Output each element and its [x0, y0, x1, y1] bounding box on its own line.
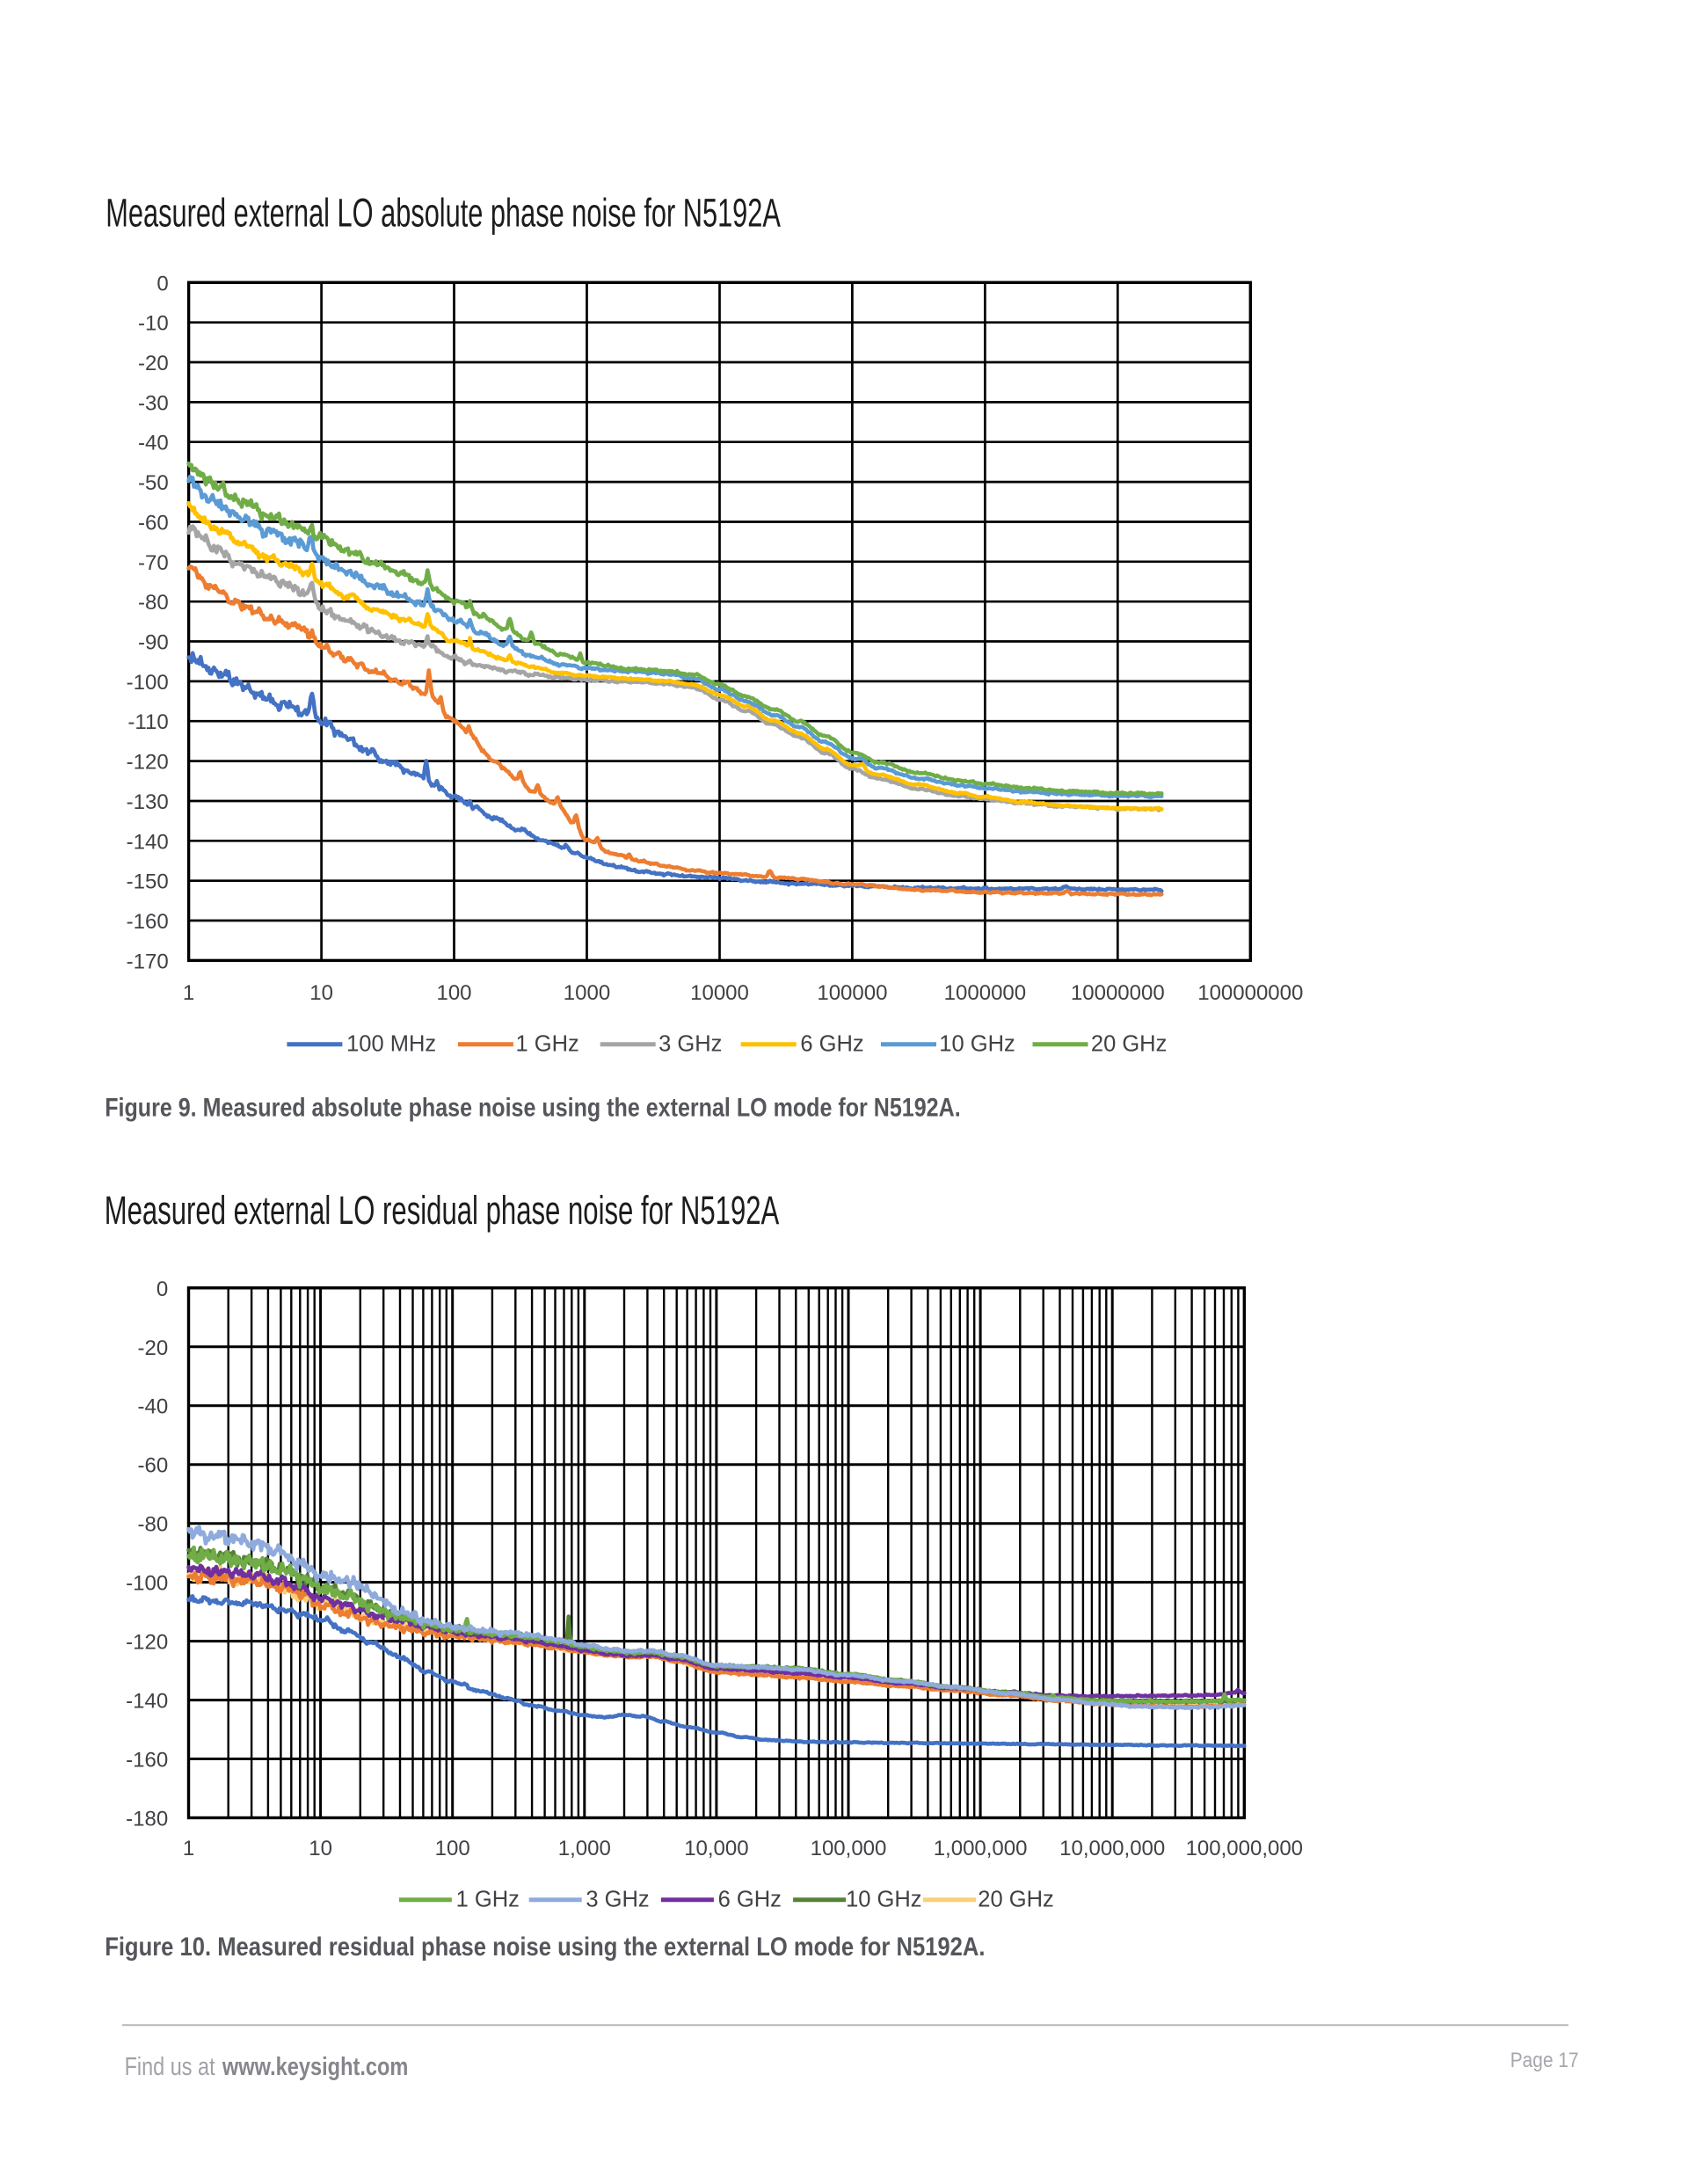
- svg-text:Find us at: Find us at: [125, 2053, 215, 2081]
- svg-text:Measured external LO absolute: Measured external LO absolute phase nois…: [106, 190, 781, 235]
- svg-text:3 GHz: 3 GHz: [658, 1032, 722, 1057]
- svg-text:-20: -20: [138, 1336, 169, 1360]
- svg-text:-120: -120: [126, 1631, 168, 1655]
- svg-text:10000: 10000: [690, 981, 749, 1005]
- svg-text:6 GHz: 6 GHz: [800, 1032, 863, 1057]
- svg-text:Measured external LO residual: Measured external LO residual phase nois…: [105, 1188, 780, 1233]
- svg-text:-80: -80: [138, 1513, 169, 1537]
- svg-text:www.keysight.com: www.keysight.com: [222, 2053, 408, 2081]
- svg-text:1: 1: [183, 981, 194, 1005]
- svg-text:100,000,000: 100,000,000: [1186, 1837, 1303, 1860]
- svg-text:-160: -160: [126, 1749, 168, 1773]
- svg-text:-40: -40: [138, 432, 169, 455]
- svg-text:100: 100: [435, 1837, 470, 1860]
- svg-text:10 GHz: 10 GHz: [846, 1888, 921, 1912]
- svg-text:1000: 1000: [564, 981, 610, 1005]
- svg-text:10: 10: [309, 981, 333, 1005]
- svg-text:-60: -60: [138, 1454, 169, 1478]
- svg-text:1,000,000: 1,000,000: [934, 1837, 1028, 1860]
- svg-text:-30: -30: [138, 391, 169, 415]
- svg-text:10 GHz: 10 GHz: [939, 1032, 1015, 1057]
- svg-text:1 GHz: 1 GHz: [456, 1888, 520, 1912]
- svg-text:-70: -70: [138, 551, 169, 575]
- svg-text:-100: -100: [127, 671, 169, 695]
- svg-text:-170: -170: [127, 950, 169, 973]
- svg-text:-90: -90: [138, 631, 169, 655]
- svg-text:1: 1: [183, 1837, 194, 1860]
- svg-text:100 MHz: 100 MHz: [346, 1032, 436, 1057]
- svg-text:Figure 10. Measured residual p: Figure 10. Measured residual phase noise…: [105, 1933, 985, 1962]
- svg-text:-80: -80: [138, 591, 169, 615]
- svg-text:3 GHz: 3 GHz: [586, 1888, 649, 1912]
- svg-text:20 GHz: 20 GHz: [978, 1888, 1053, 1912]
- svg-text:100000: 100000: [817, 981, 887, 1005]
- svg-text:1,000: 1,000: [558, 1837, 611, 1860]
- svg-text:10,000,000: 10,000,000: [1059, 1837, 1165, 1860]
- svg-text:-180: -180: [126, 1808, 168, 1831]
- svg-text:-140: -140: [127, 830, 169, 854]
- svg-text:-160: -160: [127, 910, 169, 934]
- svg-text:-20: -20: [138, 352, 169, 375]
- svg-text:1000000: 1000000: [944, 981, 1026, 1005]
- svg-text:10,000: 10,000: [684, 1837, 748, 1860]
- svg-text:0: 0: [156, 1278, 168, 1301]
- svg-text:-40: -40: [138, 1395, 169, 1419]
- svg-text:10000000: 10000000: [1071, 981, 1165, 1005]
- svg-text:1 GHz: 1 GHz: [516, 1032, 579, 1057]
- svg-text:100000000: 100000000: [1197, 981, 1303, 1005]
- svg-text:-120: -120: [127, 751, 169, 775]
- svg-text:10: 10: [309, 1837, 332, 1860]
- svg-text:-100: -100: [126, 1572, 168, 1596]
- svg-text:-50: -50: [138, 471, 169, 495]
- svg-text:-150: -150: [127, 870, 169, 894]
- svg-text:-130: -130: [127, 790, 169, 814]
- svg-text:100,000: 100,000: [811, 1837, 887, 1860]
- svg-text:0: 0: [156, 272, 168, 295]
- svg-text:Page 17: Page 17: [1510, 2049, 1579, 2072]
- svg-text:-10: -10: [138, 312, 169, 336]
- svg-text:-60: -60: [138, 512, 169, 535]
- svg-text:6 GHz: 6 GHz: [718, 1888, 782, 1912]
- svg-text:-110: -110: [127, 710, 168, 734]
- svg-text:20 GHz: 20 GHz: [1091, 1032, 1167, 1057]
- svg-text:100: 100: [436, 981, 471, 1005]
- svg-text:-140: -140: [126, 1690, 168, 1714]
- svg-text:Figure 9. Measured absolute ph: Figure 9. Measured absolute phase noise …: [105, 1094, 961, 1123]
